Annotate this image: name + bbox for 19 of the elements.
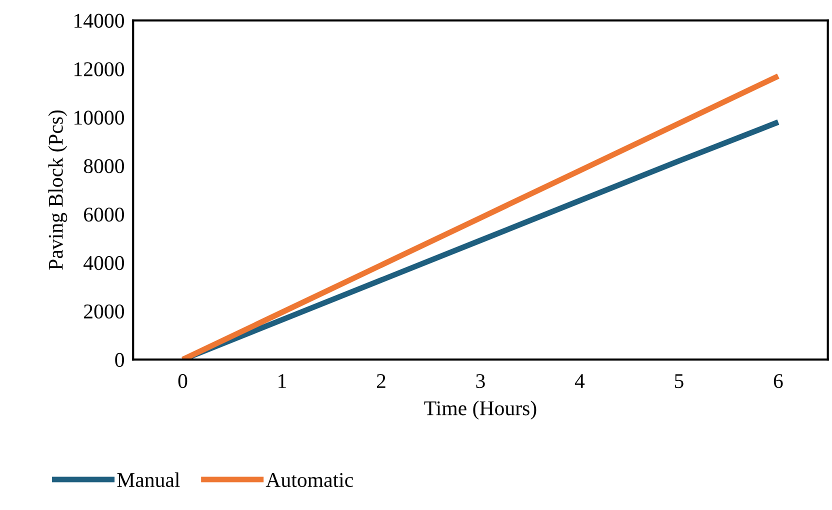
y-tick-label: 10000 (74, 110, 124, 125)
x-tick-label: 6 (774, 374, 783, 388)
legend-label: Automatic (266, 473, 353, 488)
x-tick-label: 4 (574, 374, 585, 388)
x-tick-label: 3 (476, 374, 485, 388)
y-tick-label: 12000 (74, 62, 124, 76)
y-tick-label: 0 (115, 352, 124, 367)
y-tick-label: 8000 (84, 159, 124, 174)
x-tick-label: 0 (178, 374, 188, 388)
y-tick-label: 2000 (84, 304, 124, 319)
y-tick-label: 14000 (74, 14, 124, 28)
x-tick-label: 5 (674, 374, 684, 388)
x-axis-title: Time (Hours) (424, 400, 536, 420)
x-tick-label: 1 (278, 374, 286, 388)
y-axis-title: Paving Block (Pcs) (48, 110, 68, 270)
legend-label: Manual (117, 472, 180, 488)
x-tick-label: 2 (376, 374, 386, 388)
y-tick-label: 6000 (84, 208, 124, 222)
y-tick-label: 4000 (84, 256, 124, 270)
